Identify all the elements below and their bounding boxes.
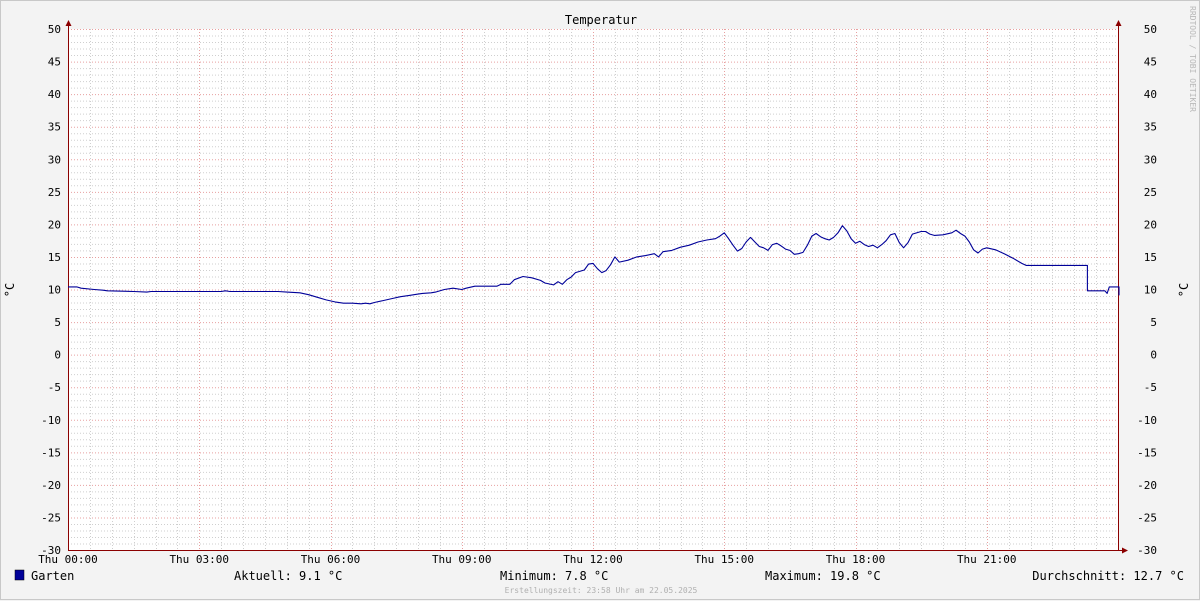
x-tick-label: Thu 12:00	[563, 553, 623, 566]
x-tick-label: Thu 06:00	[301, 553, 361, 566]
y-tick-label: 15	[48, 251, 61, 264]
rrdtool-watermark: RRDTOOL / TOBI OETIKER	[1188, 6, 1197, 112]
y-tick-label: -10	[1137, 414, 1157, 427]
legend-maximum: Maximum: 19.8 °C	[765, 569, 881, 583]
y-tick-label: 20	[1144, 218, 1157, 231]
x-tick-label: Thu 15:00	[694, 553, 754, 566]
y-axis-arrow-left	[65, 20, 72, 26]
y-axis-arrow-right	[1115, 20, 1122, 26]
x-tick-labels: Thu 00:00 Thu 03:00 Thu 06:00 Thu 09:00 Thu …	[38, 553, 1016, 566]
y-tick-label: 0	[54, 349, 61, 362]
x-tick-label: Thu 00:00	[38, 553, 98, 566]
creation-time-footer: Erstellungszeit: 23:58 Uhr am 22.05.2025	[505, 586, 698, 595]
legend-minimum: Minimum: 7.8 °C	[500, 569, 608, 583]
y-tick-label: -20	[41, 479, 61, 492]
chart-title: Temperatur	[565, 13, 637, 27]
series-layer	[68, 225, 1120, 305]
y-tick-label: -10	[41, 414, 61, 427]
y-tick-label: -30	[1137, 544, 1157, 557]
y-tick-labels-left: -30 -25 -20 -15 -10 -5 0 5 10 15 20 25 30 35 40 45 50	[41, 23, 61, 557]
y-tick-label: -15	[1137, 446, 1157, 459]
y-tick-label: -15	[41, 446, 61, 459]
y-tick-label: 40	[1144, 88, 1157, 101]
y-axis-label-left: °C	[3, 283, 17, 297]
y-axis-label-right: °C	[1177, 283, 1191, 297]
legend-swatch	[14, 569, 25, 581]
y-tick-label: -25	[1137, 511, 1157, 524]
y-tick-label: 20	[48, 218, 61, 231]
legend-series-name: Garten	[31, 569, 74, 583]
x-tick-label: Thu 09:00	[432, 553, 492, 566]
x-tick-label: Thu 03:00	[169, 553, 229, 566]
y-tick-label: 50	[48, 23, 61, 36]
y-tick-label: 15	[1144, 251, 1157, 264]
legend-average: Durchschnitt: 12.7 °C	[1032, 569, 1184, 583]
legend-current: Aktuell: 9.1 °C	[234, 569, 342, 583]
major-grid	[68, 29, 1119, 550]
y-tick-label: -5	[48, 381, 61, 394]
y-tick-label: -20	[1137, 479, 1157, 492]
y-tick-label: -30	[41, 544, 61, 557]
series-line-garten	[68, 225, 1120, 305]
y-tick-label: 50	[1144, 23, 1157, 36]
y-tick-label: -5	[1144, 381, 1157, 394]
y-tick-label: 35	[48, 121, 61, 134]
y-tick-label: 40	[48, 88, 61, 101]
y-tick-label: 25	[48, 186, 61, 199]
y-tick-labels-right: -30 -25 -20 -15 -10 -5 0 5 10 15 20 25 30 35 40 45 50	[1137, 23, 1157, 557]
y-tick-label: 45	[1144, 56, 1157, 69]
y-tick-label: 25	[1144, 186, 1157, 199]
x-tick-label: Thu 21:00	[957, 553, 1017, 566]
y-tick-label: -25	[41, 511, 61, 524]
y-tick-label: 5	[1150, 316, 1157, 329]
y-tick-label: 0	[1150, 349, 1157, 362]
y-tick-label: 10	[48, 284, 61, 297]
y-tick-label: 30	[1144, 153, 1157, 166]
x-tick-label: Thu 18:00	[826, 553, 886, 566]
y-tick-label: 45	[48, 56, 61, 69]
x-axis-arrow	[1122, 547, 1128, 554]
y-tick-label: 5	[54, 316, 61, 329]
y-tick-label: 35	[1144, 121, 1157, 134]
y-tick-label: 10	[1144, 284, 1157, 297]
y-tick-label: 30	[48, 153, 61, 166]
